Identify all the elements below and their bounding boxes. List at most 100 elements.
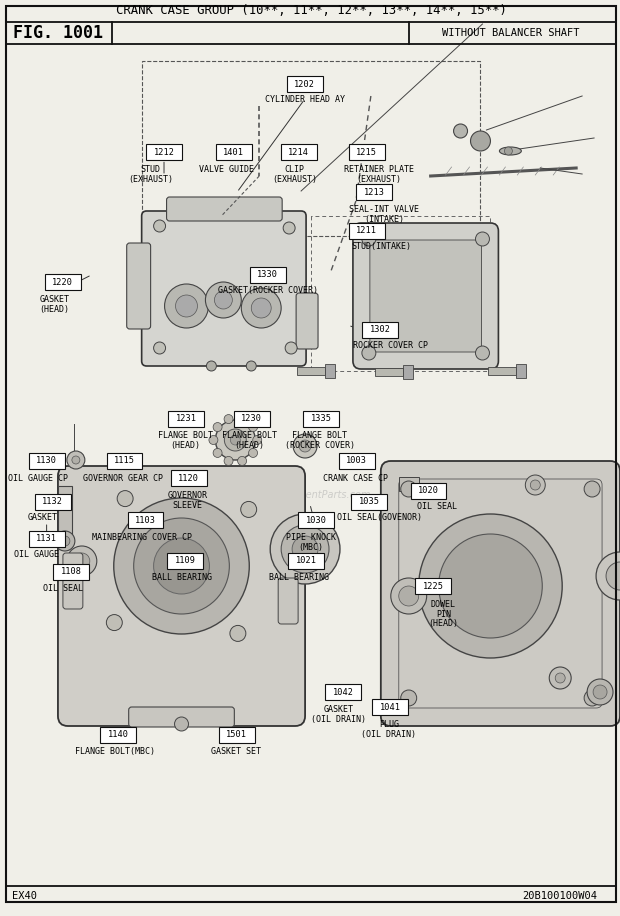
Circle shape (556, 673, 565, 683)
Circle shape (134, 518, 229, 614)
Circle shape (215, 420, 255, 460)
Text: 1213: 1213 (363, 188, 384, 197)
Circle shape (241, 501, 257, 518)
Circle shape (154, 220, 166, 232)
Bar (303, 410, 339, 427)
Circle shape (418, 514, 562, 658)
Text: 1035: 1035 (358, 497, 379, 507)
Bar (146, 144, 182, 160)
Text: STUD
(EXHAUST): STUD (EXHAUST) (128, 165, 173, 183)
Bar (399, 477, 419, 491)
Circle shape (230, 626, 246, 641)
Circle shape (67, 546, 97, 576)
Text: 1030: 1030 (306, 516, 327, 525)
Text: 1042: 1042 (333, 688, 353, 697)
Circle shape (113, 498, 249, 634)
Text: FLANGE BOLT(MBC): FLANGE BOLT(MBC) (74, 747, 154, 757)
Circle shape (72, 456, 80, 464)
Circle shape (175, 717, 188, 731)
Bar (168, 410, 204, 427)
Text: 1211: 1211 (356, 226, 377, 235)
Circle shape (471, 131, 490, 151)
Text: SEAL-INT VALVE
(INTAKE): SEAL-INT VALVE (INTAKE) (349, 205, 419, 224)
Circle shape (399, 586, 419, 606)
Circle shape (281, 525, 329, 573)
Circle shape (270, 514, 340, 584)
Bar (58, 486, 72, 534)
Bar (326, 684, 361, 701)
Circle shape (237, 415, 247, 423)
Text: 1132: 1132 (42, 497, 63, 507)
Circle shape (154, 538, 210, 594)
Text: 1003: 1003 (347, 456, 367, 465)
Text: FLANGE BOLT
(HEAD): FLANGE BOLT (HEAD) (222, 431, 277, 450)
Text: 1302: 1302 (370, 325, 391, 334)
Bar (107, 453, 143, 469)
Circle shape (117, 491, 133, 507)
Circle shape (154, 342, 166, 354)
Bar (348, 223, 384, 239)
Bar (325, 364, 335, 378)
Circle shape (438, 534, 542, 638)
FancyBboxPatch shape (58, 466, 305, 726)
Text: 1041: 1041 (379, 703, 401, 712)
FancyBboxPatch shape (381, 461, 620, 726)
FancyBboxPatch shape (126, 243, 151, 329)
Circle shape (60, 536, 70, 546)
Bar (298, 512, 334, 529)
Circle shape (67, 451, 85, 469)
FancyBboxPatch shape (370, 240, 482, 352)
Text: 1131: 1131 (36, 534, 57, 543)
Text: OIL GAUGE CP: OIL GAUGE CP (8, 474, 68, 483)
Circle shape (401, 481, 417, 497)
Text: PIPE KNOCK
(MBC): PIPE KNOCK (MBC) (286, 533, 336, 551)
Circle shape (249, 422, 257, 431)
Bar (141, 61, 481, 236)
Text: 1335: 1335 (311, 414, 332, 423)
Circle shape (253, 435, 262, 444)
Bar (29, 453, 64, 469)
Circle shape (224, 429, 246, 451)
Text: 1401: 1401 (223, 147, 244, 157)
Text: 1230: 1230 (241, 414, 262, 423)
Text: OIL SEAL: OIL SEAL (417, 502, 457, 511)
Text: EX40: EX40 (12, 891, 37, 901)
Circle shape (476, 232, 489, 246)
Text: WITHOUT BALANCER SHAFT: WITHOUT BALANCER SHAFT (441, 28, 579, 38)
Text: 1214: 1214 (288, 147, 309, 157)
Circle shape (241, 288, 281, 328)
Bar (53, 563, 89, 580)
Bar (100, 726, 136, 743)
FancyBboxPatch shape (167, 197, 282, 221)
Ellipse shape (500, 147, 521, 155)
Text: CRANK CASE GROUP (10**, 11**, 12**, 13**, 14**, 15**): CRANK CASE GROUP (10**, 11**, 12**, 13**… (115, 4, 507, 16)
Circle shape (213, 422, 222, 431)
Text: GASKET: GASKET (28, 513, 58, 522)
Text: 1501: 1501 (226, 730, 247, 739)
Circle shape (299, 440, 311, 452)
Bar (362, 322, 398, 338)
Text: FIG. 1001: FIG. 1001 (13, 24, 103, 42)
Text: 1140: 1140 (108, 730, 129, 739)
Bar (250, 267, 286, 283)
Bar (297, 367, 325, 375)
Circle shape (55, 531, 75, 551)
Bar (35, 494, 71, 510)
Bar (281, 144, 317, 160)
Text: OIL SEAL(GOVENOR): OIL SEAL(GOVENOR) (337, 513, 422, 522)
Circle shape (74, 553, 90, 569)
Bar (403, 365, 413, 379)
Text: CYLINDER HEAD AY: CYLINDER HEAD AY (265, 95, 345, 104)
Text: BALL BEARING: BALL BEARING (152, 573, 212, 583)
Circle shape (391, 578, 427, 614)
Bar (356, 184, 392, 201)
Text: 1120: 1120 (178, 474, 199, 483)
Circle shape (175, 295, 197, 317)
Text: 1330: 1330 (257, 270, 278, 279)
Circle shape (251, 298, 271, 318)
Text: 1212: 1212 (154, 147, 174, 157)
Text: GASKET
(HEAD): GASKET (HEAD) (40, 295, 69, 313)
Bar (351, 494, 387, 510)
Bar (45, 274, 81, 290)
Text: MAINBEARING COVER CP: MAINBEARING COVER CP (92, 533, 192, 542)
